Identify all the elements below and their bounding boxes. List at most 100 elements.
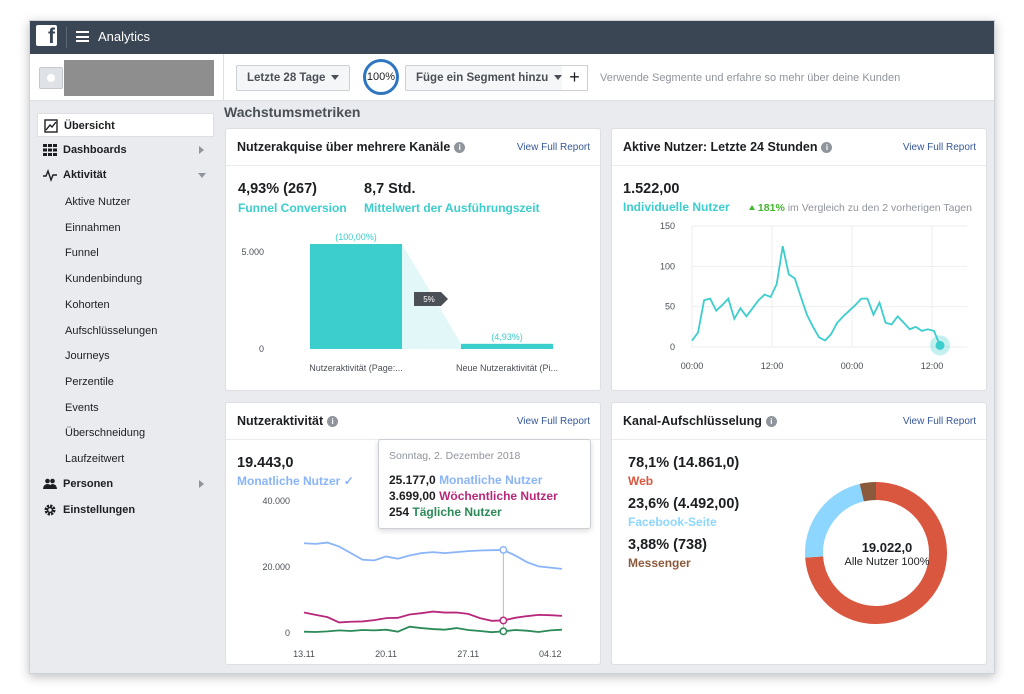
app-avatar-icon[interactable] bbox=[39, 67, 63, 89]
sidebar-item-overview[interactable]: Übersicht bbox=[37, 113, 214, 137]
sidebar-item-dashboards[interactable]: Dashboards bbox=[37, 138, 214, 162]
hamburger-menu-icon[interactable] bbox=[76, 31, 89, 42]
donut-slice-messenger bbox=[859, 482, 877, 502]
user-activity-card: Nutzeraktivität i View Full Report 19.443… bbox=[225, 402, 601, 665]
facebook-page-label: Facebook-Seite bbox=[628, 515, 717, 529]
app-window: f Analytics Letzte 28 Tage 100% Füge ein… bbox=[29, 20, 995, 674]
view-full-report-link[interactable]: View Full Report bbox=[516, 142, 590, 153]
info-icon[interactable]: i bbox=[821, 142, 833, 153]
sidebar-subitem[interactable]: Überschneidung bbox=[65, 427, 146, 440]
info-icon[interactable]: i bbox=[765, 416, 777, 427]
segment-hint: Verwende Segmente und erfahre so mehr üb… bbox=[600, 72, 901, 84]
sidebar-item-people[interactable]: Personen bbox=[37, 472, 214, 496]
card-title: Kanal-Aufschlüsselung i bbox=[623, 414, 777, 428]
date-range-dropdown[interactable]: Letzte 28 Tage bbox=[236, 65, 351, 91]
sidebar-subitem[interactable]: Perzentile bbox=[65, 375, 114, 388]
current-point bbox=[935, 340, 945, 350]
daily-users-line bbox=[303, 625, 563, 634]
messenger-value: 3,88% (738) bbox=[628, 537, 707, 553]
tooltip-row-daily: 254 Tägliche Nutzer bbox=[389, 505, 502, 519]
add-segment-plus-button[interactable]: + bbox=[562, 65, 588, 91]
card-title: Nutzerakquise über mehrere Kanäle i bbox=[237, 140, 466, 154]
x-tick-label: 13.11 bbox=[293, 649, 315, 659]
sidebar-subitem[interactable]: Einnahmen bbox=[65, 221, 121, 234]
change-text: im Vergleich zu den 2 vorherigen Tagen bbox=[787, 202, 972, 214]
sidebar-subitem[interactable]: Funnel bbox=[65, 247, 99, 260]
section-title: Wachstumsmetriken bbox=[224, 104, 361, 120]
monthly-users-line bbox=[303, 541, 563, 570]
change-indicator: 181% im Vergleich zu den 2 vorherigen Ta… bbox=[749, 202, 972, 214]
topbar-divider bbox=[66, 27, 67, 48]
sidebar-subitem[interactable]: Journeys bbox=[65, 350, 110, 363]
y-tick-label: 50 bbox=[665, 302, 675, 312]
card-header: Kanal-Aufschlüsselung i View Full Report bbox=[612, 403, 986, 440]
tooltip-date: Sonntag, 2. Dezember 2018 bbox=[389, 450, 521, 462]
chevron-down-icon bbox=[198, 173, 206, 178]
toolbar-divider bbox=[223, 54, 224, 100]
grid-icon bbox=[43, 144, 57, 156]
donut-slice-web bbox=[805, 482, 947, 624]
channel-donut-chart bbox=[805, 482, 947, 624]
funnel-bar bbox=[310, 244, 402, 349]
donut-caption: Alle Nutzer 100% bbox=[844, 556, 930, 568]
card-header: Nutzerakquise über mehrere Kanäle i View … bbox=[226, 129, 600, 166]
avg-duration-value: 8,7 Std. bbox=[364, 181, 416, 197]
web-label: Web bbox=[628, 474, 654, 488]
info-icon[interactable]: i bbox=[327, 416, 339, 427]
monthly-users-label: Monatliche Nutzer ✓ bbox=[237, 474, 354, 488]
card-header: Nutzeraktivität i View Full Report bbox=[226, 403, 600, 440]
x-tick-label: 00:00 bbox=[841, 361, 864, 371]
sidebar-item-settings[interactable]: Einstellungen bbox=[37, 498, 214, 522]
web-value: 78,1% (14.861,0) bbox=[628, 455, 740, 471]
active-users-chart: 0 50 100 150 00:00 12:00 00:00 12:00 bbox=[660, 221, 967, 371]
redacted-app-name[interactable] bbox=[64, 60, 214, 96]
card-title: Aktive Nutzer: Letzte 24 Stunden i bbox=[623, 140, 833, 154]
view-full-report-link[interactable]: View Full Report bbox=[902, 416, 976, 427]
bar-data-label: (4,93%) bbox=[491, 332, 523, 342]
x-tick-label: 12:00 bbox=[921, 361, 944, 371]
sidebar-subitem[interactable]: Events bbox=[65, 401, 99, 414]
arrow-up-icon bbox=[749, 205, 755, 210]
sidebar-item-activity[interactable]: Aktivität bbox=[37, 163, 214, 187]
chevron-down-icon bbox=[331, 75, 340, 81]
x-tick-label: 12:00 bbox=[761, 361, 784, 371]
checkmark-icon: ✓ bbox=[343, 474, 354, 488]
chevron-right-icon bbox=[199, 480, 204, 488]
tooltip-row-weekly: 3.699,00 Wöchentliche Nutzer bbox=[389, 489, 558, 503]
view-full-report-link[interactable]: View Full Report bbox=[516, 416, 590, 427]
sidebar-subitem[interactable]: Laufzeitwert bbox=[65, 453, 125, 465]
user-activity-chart: 0 20.000 40.000 13.11 20.11 27.11 04.12 bbox=[262, 496, 563, 659]
x-tick-label: Neue Nutzeraktivität (Pi... bbox=[456, 363, 558, 373]
view-full-report-link[interactable]: View Full Report bbox=[902, 142, 976, 153]
activity-tooltip: Sonntag, 2. Dezember 2018 25.177,0 Monat… bbox=[378, 439, 591, 529]
top-bar: f Analytics bbox=[30, 21, 994, 54]
active-users-card: Aktive Nutzer: Letzte 24 Stunden i View F… bbox=[611, 128, 987, 391]
hover-point bbox=[499, 627, 508, 636]
info-icon[interactable]: i bbox=[454, 142, 466, 153]
change-percent: 181% bbox=[757, 202, 785, 214]
percent-indicator[interactable]: 100% bbox=[363, 59, 399, 95]
y-tick-label: 0 bbox=[670, 342, 675, 352]
funnel-conversion-value: 4,93% (267) bbox=[238, 181, 317, 197]
step-badge-label: 5% bbox=[423, 295, 435, 304]
sidebar-subitem[interactable]: Kohorten bbox=[65, 298, 110, 311]
hover-point bbox=[499, 545, 508, 554]
facebook-logo-icon[interactable]: f bbox=[36, 25, 57, 48]
people-icon bbox=[43, 478, 57, 489]
x-tick-label: 00:00 bbox=[681, 361, 704, 371]
x-tick-label: Nutzeraktivität (Page:... bbox=[309, 363, 403, 373]
avg-duration-label: Mittelwert der Ausführungszeit bbox=[364, 201, 540, 215]
sidebar-subitem[interactable]: Kundenbindung bbox=[65, 273, 143, 286]
sidebar-subitem[interactable]: Aktive Nutzer bbox=[65, 196, 131, 208]
active-users-line bbox=[691, 245, 941, 346]
activity-pulse-icon bbox=[43, 168, 57, 182]
y-tick-label: 0 bbox=[285, 628, 290, 638]
gear-icon bbox=[44, 504, 56, 516]
app-title: Analytics bbox=[98, 29, 151, 44]
x-tick-label: 04.12 bbox=[539, 649, 562, 659]
overview-chart-icon bbox=[44, 119, 58, 133]
facebook-page-value: 23,6% (4.492,00) bbox=[628, 496, 740, 512]
y-tick-label: 20.000 bbox=[262, 562, 290, 572]
add-segment-dropdown[interactable]: Füge ein Segment hinzu bbox=[405, 65, 563, 91]
sidebar-subitem[interactable]: Aufschlüsselungen bbox=[65, 324, 158, 337]
